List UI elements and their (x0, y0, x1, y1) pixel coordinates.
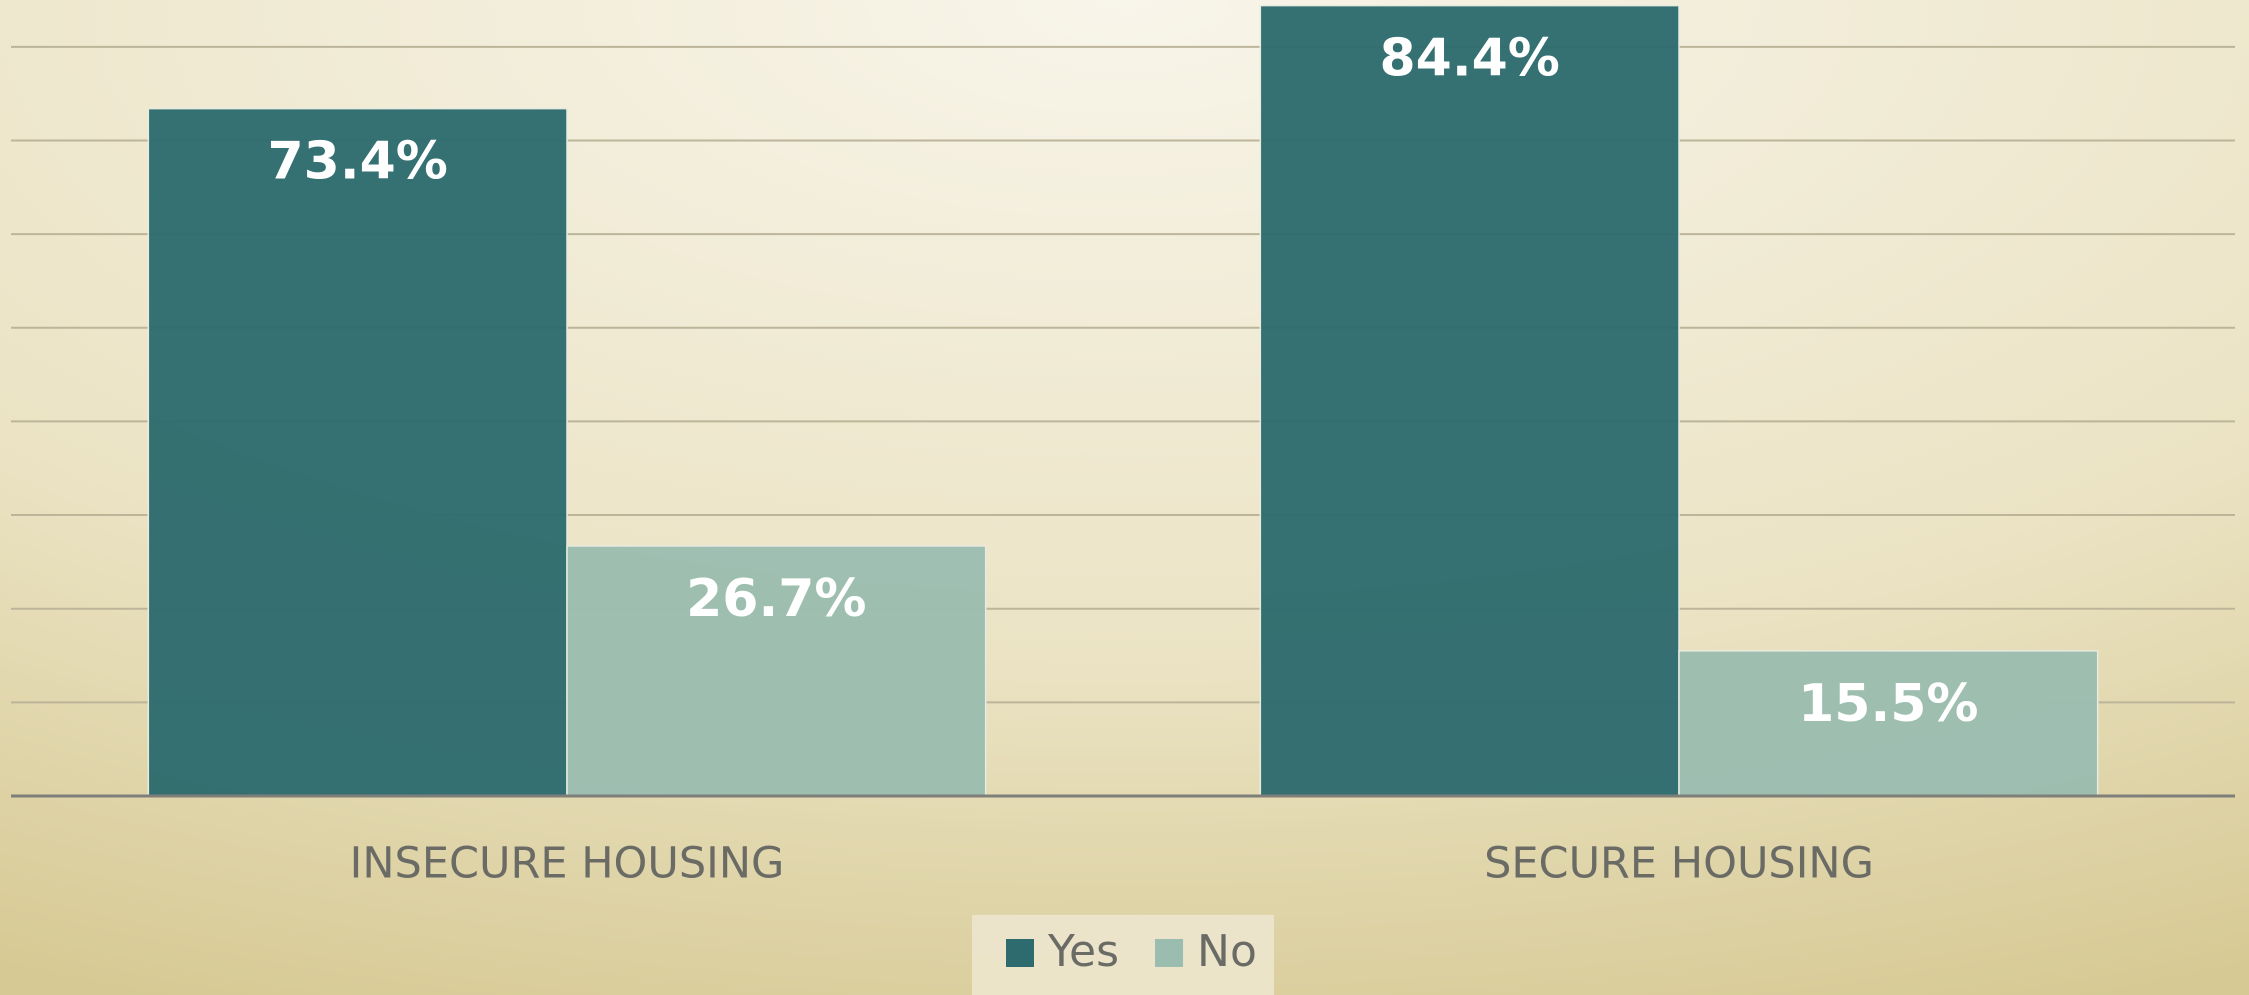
data-label: 73.4% (267, 132, 447, 192)
plot-area: 73.4% 26.7% INSECURE HOUSING 84.4% 15.5% SECU… (11, 4, 2235, 995)
bar (1259, 4, 1680, 797)
bar (1678, 650, 2099, 797)
x-tick-label: SECURE HOUSING (1484, 839, 1874, 889)
x-tick-label: INSECURE HOUSING (350, 839, 785, 889)
data-label: 15.5% (1798, 674, 1978, 734)
legend: Yes No (972, 915, 1274, 995)
data-label: 84.4% (1379, 29, 1559, 89)
legend-swatch (1006, 939, 1034, 967)
legend-label: No (1197, 926, 1257, 977)
legend-label: Yes (1047, 926, 1119, 977)
bar (566, 545, 987, 797)
bar (147, 107, 568, 797)
legend-swatch (1155, 939, 1184, 967)
data-label: 26.7% (686, 569, 866, 629)
